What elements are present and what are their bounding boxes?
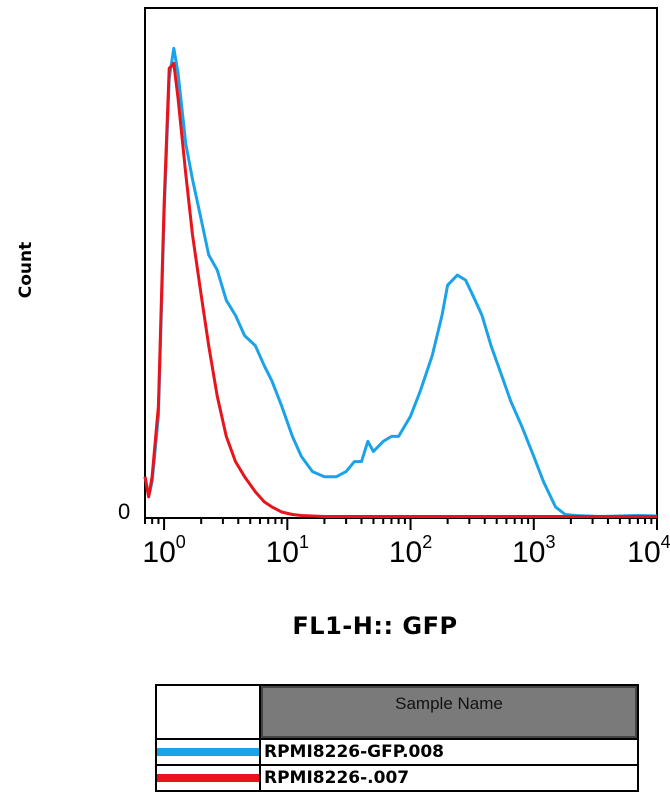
x-tick-label-2: 102 [389, 532, 432, 569]
histogram-curves [143, 46, 658, 518]
legend-swatch-gfp [157, 748, 259, 756]
legend-swatch-cell [155, 738, 261, 766]
x-tick-label-1: 101 [266, 532, 309, 569]
plot-frame [144, 7, 658, 519]
x-axis-label: FL1-H:: GFP [292, 612, 458, 640]
legend-swatch-cell [155, 764, 261, 792]
x-tick-label-4: 104 [627, 532, 670, 569]
legend-corner [155, 684, 261, 740]
legend-entry-gfp: RPMI8226-GFP.008 [259, 738, 639, 766]
legend-swatch-control [157, 774, 259, 782]
legend: Sample Name RPMI8226-GFP.008 RPMI8226-.0… [155, 684, 639, 802]
x-axis: 100 101 102 103 104 [142, 518, 670, 569]
legend-entry-control: RPMI8226-.007 [259, 764, 639, 792]
legend-header-label: Sample Name [261, 686, 637, 738]
series-line-gfp [143, 46, 658, 518]
legend-header: Sample Name [259, 684, 639, 740]
y-tick-label-0: 0 [118, 499, 130, 524]
x-tick-label-0: 100 [142, 532, 185, 569]
y-axis-label: Count [16, 241, 36, 299]
x-tick-label-3: 103 [512, 532, 555, 569]
histogram-plot: 100 101 102 103 104 0 [118, 7, 670, 569]
series-line-control [143, 61, 657, 518]
